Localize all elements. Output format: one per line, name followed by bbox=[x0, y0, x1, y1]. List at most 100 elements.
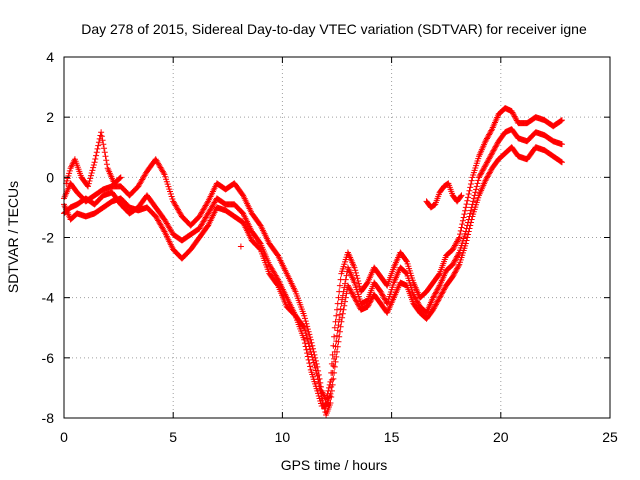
data-point bbox=[460, 214, 467, 221]
data-point bbox=[493, 142, 500, 149]
data-point bbox=[274, 281, 281, 288]
data-point bbox=[479, 167, 486, 174]
data-point bbox=[486, 170, 493, 177]
data-point bbox=[465, 194, 472, 201]
data-point bbox=[439, 289, 446, 296]
data-point bbox=[558, 159, 565, 166]
data-point bbox=[351, 294, 358, 301]
data-point bbox=[320, 399, 327, 406]
data-point bbox=[303, 346, 310, 353]
data-point bbox=[465, 228, 472, 235]
data-point bbox=[452, 256, 459, 263]
data-point bbox=[451, 258, 458, 265]
data-point bbox=[345, 283, 352, 290]
data-point bbox=[467, 222, 474, 229]
data-point bbox=[116, 175, 123, 182]
data-point bbox=[454, 238, 461, 245]
data-point bbox=[465, 231, 472, 238]
data-point bbox=[481, 163, 488, 170]
data-point bbox=[348, 289, 355, 296]
data-point bbox=[85, 183, 92, 190]
data-point bbox=[331, 333, 338, 340]
data-point bbox=[237, 243, 244, 250]
data-point bbox=[344, 282, 351, 289]
data-point bbox=[464, 234, 471, 241]
data-point bbox=[466, 187, 473, 194]
data-point bbox=[437, 293, 444, 300]
data-point bbox=[328, 387, 335, 394]
data-point bbox=[87, 172, 94, 179]
data-point bbox=[349, 290, 356, 297]
data-point bbox=[488, 151, 495, 158]
data-point bbox=[494, 140, 501, 147]
data-point bbox=[94, 145, 101, 152]
data-point bbox=[403, 257, 410, 264]
y-tick-label: 0 bbox=[46, 169, 54, 185]
data-point bbox=[508, 108, 515, 115]
data-point bbox=[377, 288, 384, 295]
data-point bbox=[431, 304, 438, 311]
data-point bbox=[451, 243, 458, 250]
data-point bbox=[363, 280, 370, 287]
data-point bbox=[301, 327, 308, 334]
data-point bbox=[441, 286, 448, 293]
data-point bbox=[430, 202, 437, 209]
data-point bbox=[463, 237, 470, 244]
data-point bbox=[414, 299, 421, 306]
data-point bbox=[463, 201, 470, 208]
data-point bbox=[88, 169, 95, 176]
x-tick-label: 15 bbox=[384, 429, 400, 445]
data-point bbox=[457, 231, 464, 238]
data-point bbox=[334, 343, 341, 350]
data-point bbox=[300, 323, 307, 330]
data-point bbox=[350, 291, 357, 298]
data-point bbox=[309, 356, 316, 363]
data-point bbox=[85, 180, 92, 187]
data-point bbox=[512, 114, 519, 121]
data-point bbox=[486, 169, 493, 176]
data-point bbox=[470, 198, 477, 205]
data-point bbox=[483, 159, 490, 166]
data-point bbox=[468, 216, 475, 223]
data-point bbox=[335, 338, 342, 345]
data-point bbox=[454, 237, 461, 244]
chart-title: Day 278 of 2015, Sidereal Day-to-day VTE… bbox=[81, 21, 587, 37]
data-point bbox=[302, 330, 309, 337]
data-point bbox=[103, 157, 110, 164]
data-point bbox=[354, 275, 361, 282]
data-point bbox=[435, 271, 442, 278]
data-point bbox=[435, 283, 442, 290]
data-point bbox=[456, 234, 463, 241]
data-point bbox=[383, 281, 390, 288]
data-point bbox=[484, 134, 491, 141]
data-point bbox=[101, 149, 108, 156]
data-point bbox=[356, 283, 363, 290]
data-point bbox=[450, 260, 457, 267]
data-point bbox=[337, 276, 344, 283]
data-point bbox=[449, 273, 456, 280]
data-point bbox=[433, 301, 440, 308]
data-point bbox=[351, 264, 358, 271]
data-point bbox=[449, 246, 456, 253]
data-point bbox=[353, 298, 360, 305]
data-point bbox=[303, 320, 310, 327]
data-point bbox=[335, 294, 342, 301]
data-point bbox=[383, 299, 390, 306]
data-point bbox=[489, 150, 496, 157]
data-point bbox=[256, 245, 263, 252]
data-point bbox=[342, 276, 349, 283]
data-point bbox=[342, 294, 349, 301]
data-point bbox=[304, 353, 311, 360]
data-point bbox=[328, 376, 335, 383]
data-point bbox=[331, 363, 338, 370]
data-point bbox=[312, 364, 319, 371]
data-point bbox=[355, 302, 362, 309]
data-point bbox=[97, 132, 104, 139]
data-point bbox=[331, 324, 338, 331]
data-point bbox=[558, 117, 565, 124]
y-tick-label: -6 bbox=[42, 350, 55, 366]
data-point bbox=[513, 116, 520, 123]
data-point bbox=[510, 110, 517, 117]
data-point bbox=[470, 195, 477, 202]
data-point bbox=[462, 240, 469, 247]
